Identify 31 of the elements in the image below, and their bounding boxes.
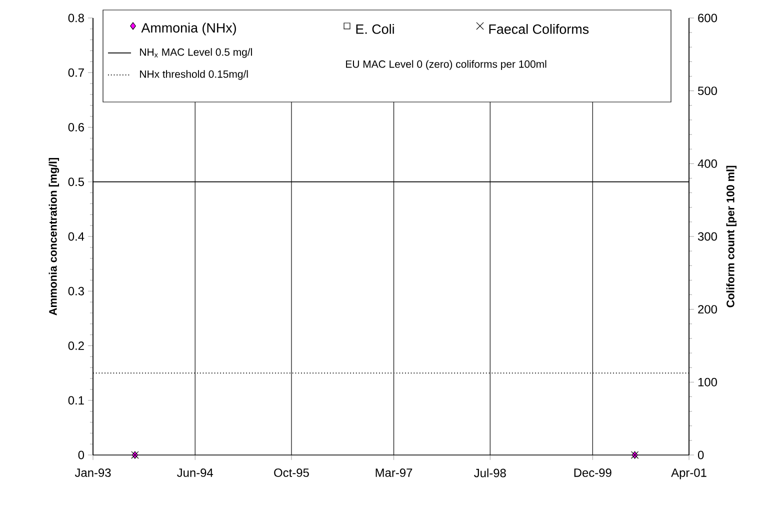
x-tick-label: Oct-95: [274, 468, 309, 477]
y2-tick-label: 600: [698, 14, 717, 22]
x-tick-label: Jul-98: [474, 468, 506, 478]
y-tick-label: 0: [78, 450, 84, 460]
legend-label: NH$_{x}$ MAC Level 0.5 mg/l: [140, 48, 252, 58]
y-tick-label: 0.1: [68, 396, 84, 405]
y2-tick-label: 0: [698, 450, 704, 460]
y-tick-label: 0.2: [68, 342, 84, 350]
x-tick-label: Jan-93: [74, 468, 111, 477]
y-tick-label: 0.6: [68, 123, 84, 132]
legend-label: Ammonia (NHx): [141, 22, 236, 36]
y2-tick-label: 400: [698, 159, 717, 168]
x-tick-label: Mar-97: [376, 468, 412, 477]
x-tick-label: Dec-99: [574, 468, 612, 477]
legend-label: NHx threshold 0.15mg/l: [140, 70, 248, 80]
legend-label: Faecal Coliforms: [489, 24, 589, 34]
x-tick-label: Apr-01: [671, 468, 706, 480]
y2-tick-label: 100: [698, 378, 717, 386]
y-tick-label: 0.3: [68, 286, 84, 296]
y2-axis-title: Coliform count [per 100 ml]: [726, 166, 736, 308]
y2-tick-label: 200: [698, 305, 717, 314]
legend-label: E. Coli: [356, 24, 394, 34]
y2-tick-label: 300: [698, 232, 717, 241]
y-tick-label: 0.8: [68, 14, 84, 22]
y-axis-title: Ammonia concentration [mg/l]: [48, 158, 60, 316]
x-tick-label: Jun-94: [177, 468, 214, 477]
y-tick-label: 0.7: [68, 68, 84, 77]
y-tick-label: 0.5: [68, 178, 84, 186]
annotation: EU MAC Level 0 (zero) coliforms per 100ml: [346, 60, 546, 70]
y2-tick-label: 500: [698, 86, 717, 96]
y-tick-label: 0.4: [68, 232, 84, 241]
